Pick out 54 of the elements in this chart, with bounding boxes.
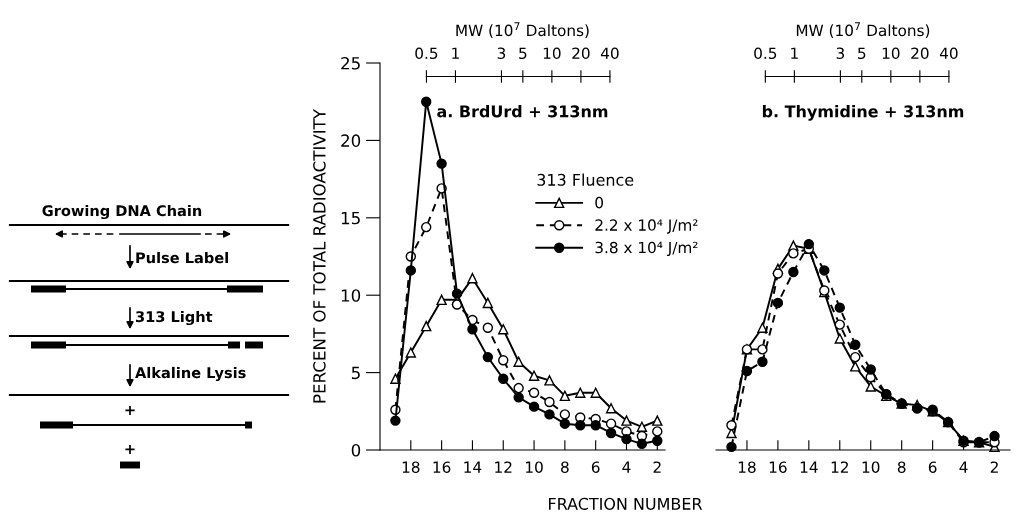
- x2-tick-label: 10: [543, 47, 561, 59]
- x-tick-label: 18: [738, 461, 756, 473]
- x-tick-label: 16: [433, 461, 451, 473]
- x2-axis-title: MW (10$^{7}$ Daltons): [796, 22, 930, 38]
- y-tick-label: 5: [351, 366, 360, 380]
- text: Alkaline Lysis: [135, 366, 246, 382]
- x2-tick-label: 1: [791, 47, 798, 59]
- x-tick-label: 8: [561, 461, 569, 473]
- x2-tick-label: 5: [858, 47, 866, 59]
- x2-tick-label: 20: [911, 47, 929, 59]
- x-tick-label: 12: [495, 461, 512, 473]
- x-axis-title: FRACTION NUMBER: [549, 497, 703, 510]
- x-tick-label: 14: [800, 461, 818, 473]
- x2-tick-label: 40: [939, 47, 958, 59]
- legend-label: 0: [595, 196, 604, 209]
- x2-tick-label: 10: [882, 47, 900, 59]
- x2-axis-title: MW (10$^{7}$ Daltons): [456, 22, 589, 38]
- text: +: [125, 444, 135, 455]
- y-tick-label: 15: [341, 211, 360, 225]
- y-tick-label: 20: [341, 134, 361, 147]
- x2-tick-label: 1: [452, 47, 459, 59]
- x-tick-label: 12: [831, 461, 848, 473]
- y-tick-label: 25: [341, 56, 360, 70]
- x2-tick-label: 40: [600, 47, 619, 59]
- y-tick-label: 0: [351, 443, 361, 457]
- x-tick-label: 2: [990, 461, 998, 473]
- text: +: [125, 405, 135, 416]
- text: 313 Light: [135, 310, 213, 326]
- x2-tick-label: 0.5: [754, 47, 777, 59]
- text: a. BrdUrd + 313nm: [437, 105, 608, 118]
- x-tick-label: 4: [622, 461, 631, 473]
- x-tick-label: 4: [959, 461, 968, 473]
- x-tick-label: 6: [591, 461, 600, 473]
- x2-tick-label: 20: [572, 47, 590, 59]
- text: Growing DNA Chain: [42, 204, 202, 220]
- y-tick-label: 10: [341, 289, 361, 302]
- y-axis-title: PERCENT OF TOTAL RADIOACTIVITY: [313, 108, 326, 403]
- x-tick-label: 14: [464, 461, 482, 473]
- text: b. Thymidine + 313nm: [762, 105, 964, 121]
- x2-tick-label: 5: [519, 47, 527, 59]
- x-tick-label: 18: [402, 461, 420, 473]
- x2-tick-label: 3: [497, 47, 506, 59]
- x2-tick-label: 3: [836, 47, 845, 59]
- x-tick-label: 8: [897, 461, 906, 473]
- legend-title: 313 Fluence: [537, 173, 634, 186]
- legend-label: 3.8 x 10⁴ J/m²: [595, 241, 698, 257]
- x-tick-label: 10: [526, 461, 543, 473]
- legend-label: 2.2 x 10⁴ J/m²: [595, 219, 698, 234]
- text: Pulse Label: [136, 251, 228, 264]
- x-tick-label: 6: [928, 461, 937, 473]
- x-tick-label: 16: [769, 461, 787, 473]
- x-tick-label: 2: [653, 461, 661, 473]
- x-tick-label: 10: [862, 461, 880, 473]
- x2-tick-label: 0.5: [415, 47, 438, 59]
